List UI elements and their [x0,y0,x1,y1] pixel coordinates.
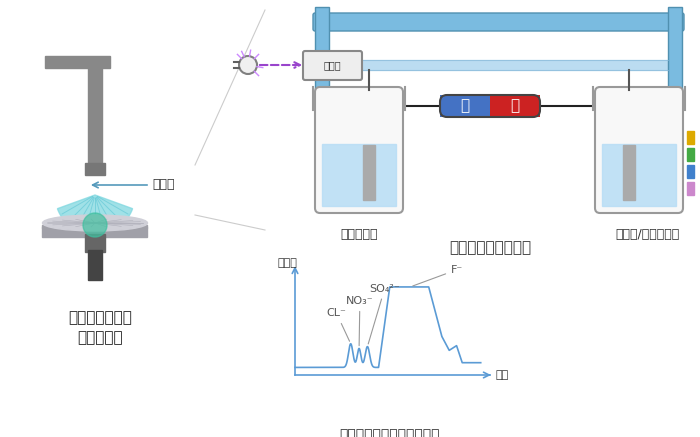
Text: 検出部: 検出部 [323,60,342,70]
Text: 洗浄液のイオン分析: 洗浄液のイオン分析 [449,240,531,255]
Text: －: － [461,98,470,114]
Bar [88,250,102,280]
Bar [602,144,676,206]
Bar [687,148,694,161]
Ellipse shape [43,221,148,235]
Ellipse shape [43,215,148,231]
Bar [42,225,147,237]
FancyBboxPatch shape [668,7,682,90]
Text: CL⁻: CL⁻ [327,308,349,341]
FancyBboxPatch shape [313,13,684,31]
FancyBboxPatch shape [315,7,329,90]
Bar [329,60,668,70]
Text: 時間: 時間 [496,370,509,380]
Circle shape [239,56,257,74]
Bar [322,144,396,206]
Text: 洗浄液/バッファー: 洗浄液/バッファー [615,228,679,241]
FancyBboxPatch shape [595,87,683,213]
Text: ＋: ＋ [510,98,519,114]
FancyBboxPatch shape [490,95,540,117]
Text: NO₃⁻: NO₃⁻ [346,296,374,346]
Bar [687,131,694,144]
Bar [623,145,635,200]
Text: 管理が重要: 管理が重要 [77,330,122,345]
Bar [88,68,102,165]
Bar [687,165,694,178]
Bar [45,56,110,68]
Text: 洗浄液: 洗浄液 [152,178,174,191]
Circle shape [83,213,107,237]
Bar [85,163,105,175]
Text: 吸光度: 吸光度 [278,258,298,268]
Polygon shape [57,195,132,235]
Text: フッ酸中のイオン分析結果: フッ酸中のイオン分析結果 [340,428,440,437]
Bar [85,234,105,252]
Text: 洗浄液の清浄度: 洗浄液の清浄度 [68,310,132,325]
Text: SO₄²⁻: SO₄²⁻ [368,284,400,344]
FancyBboxPatch shape [315,87,403,213]
Text: F⁻: F⁻ [413,265,463,286]
Bar [363,145,375,200]
Bar [687,182,694,195]
Text: バッファー: バッファー [340,228,378,241]
FancyBboxPatch shape [440,95,490,117]
FancyBboxPatch shape [303,51,362,80]
